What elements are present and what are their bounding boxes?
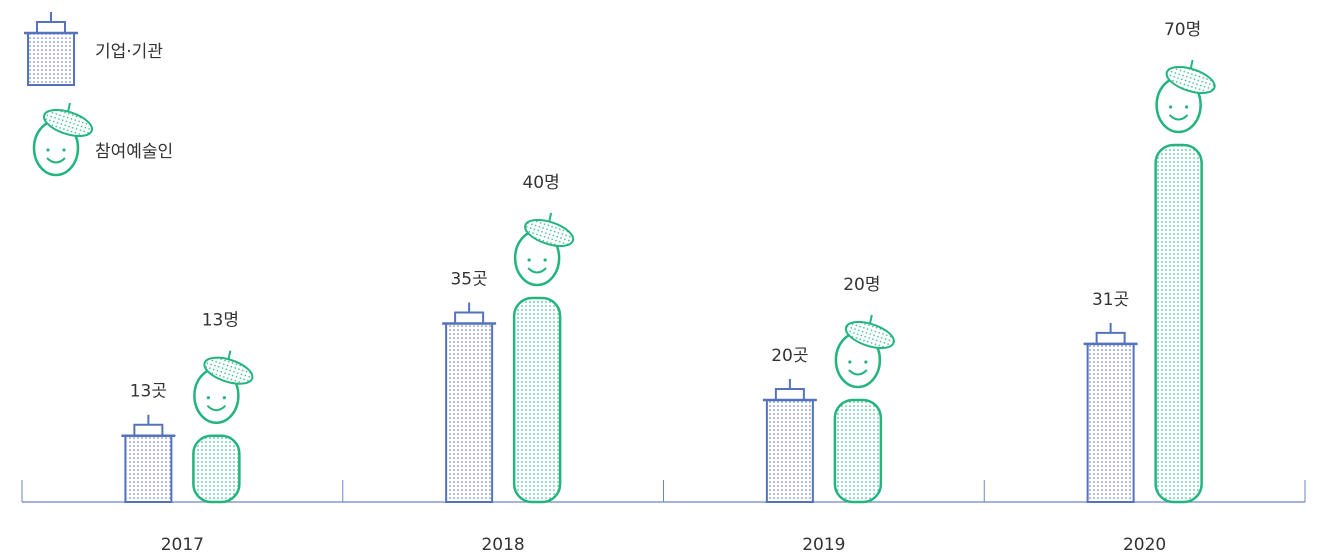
bar (767, 400, 813, 502)
bar-handle (134, 415, 162, 436)
x-tick-label: 2019 (802, 535, 845, 555)
bar (514, 298, 560, 502)
bar (835, 400, 881, 502)
bar (1156, 145, 1202, 502)
value-label: 31곳 (1092, 290, 1129, 310)
bar (1088, 344, 1134, 502)
eye (864, 360, 867, 363)
value-label: 70명 (1164, 20, 1201, 40)
beret-stem (549, 213, 551, 222)
bar (446, 324, 492, 503)
bar-handle (455, 303, 483, 324)
bar (193, 436, 239, 502)
x-tick-label: 2018 (481, 535, 524, 555)
beret-stem (228, 351, 230, 360)
legend-icon (28, 33, 74, 85)
legend-label: 기업·기관 (95, 42, 163, 62)
eye (1169, 105, 1172, 108)
eye (848, 360, 851, 363)
value-label: 35곳 (450, 270, 487, 290)
bar-handle (37, 12, 65, 33)
legend-label: 참여예술인 (95, 142, 173, 162)
beret-stem (1191, 60, 1193, 69)
value-label: 13명 (202, 311, 239, 331)
eye (223, 396, 226, 399)
eye (207, 396, 210, 399)
eye (62, 148, 65, 151)
bar-handle (776, 379, 804, 400)
value-label: 20곳 (771, 346, 808, 366)
chart: 기업·기관 참여예술인 2017 13곳 13명 2018 35곳 40명 2019 20곳 2… (0, 0, 1324, 558)
value-label: 40명 (522, 173, 559, 193)
value-label: 20명 (843, 275, 880, 295)
eye (46, 148, 49, 151)
x-tick-label: 2020 (1123, 535, 1166, 555)
eye (1185, 105, 1188, 108)
bar (125, 436, 171, 502)
beret-stem (68, 103, 70, 112)
x-tick-label: 2017 (161, 535, 204, 555)
value-label: 13곳 (130, 382, 167, 402)
eye (528, 258, 531, 261)
eye (544, 258, 547, 261)
bar-handle (1097, 323, 1125, 344)
beret-stem (870, 315, 872, 324)
